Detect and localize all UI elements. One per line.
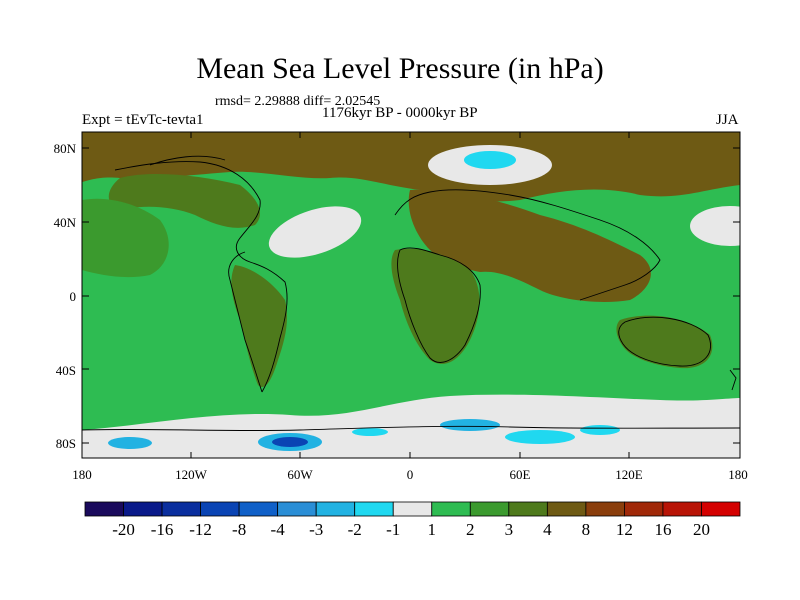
- lon-label-120w: 120W: [175, 467, 207, 482]
- colorbar-swatch: [662, 501, 702, 517]
- lat-label-40s: 40S: [55, 363, 76, 378]
- colorbar-swatch: [84, 501, 124, 517]
- stats-text: rmsd= 2.29888 diff= 2.02545: [215, 94, 381, 109]
- colorbar-label: 2: [466, 520, 475, 539]
- field-africa: [391, 248, 480, 364]
- colorbar-swatch: [508, 501, 548, 517]
- lon-label-180e: 180: [728, 467, 748, 482]
- colorbar-swatch: [315, 501, 356, 517]
- colorbar-swatch: [624, 501, 664, 517]
- experiment-label: Expt = tEvTc-tevta1: [82, 112, 204, 128]
- colorbar-label: 4: [543, 520, 552, 539]
- colorbar-swatch: [585, 501, 625, 517]
- lat-label-40n: 40N: [53, 215, 76, 230]
- field-cyan-patch-6: [352, 428, 388, 436]
- field-cyan-patch-1: [108, 437, 152, 449]
- season-label: JJA: [716, 112, 739, 128]
- colorbar-swatch: [701, 501, 741, 517]
- field-antarctic: [82, 394, 740, 458]
- colorbar-label: 12: [616, 520, 633, 539]
- field-eurasia-high: [408, 189, 651, 302]
- colorbar-swatch: [200, 501, 240, 517]
- colorbar-label: -8: [232, 520, 246, 539]
- field-australia: [616, 315, 713, 369]
- colorbar-label: 3: [505, 520, 514, 539]
- colorbar-label: -2: [348, 520, 362, 539]
- lon-label-60e: 60E: [509, 467, 531, 482]
- colorbar-swatch: [469, 501, 510, 517]
- colorbar-swatch: [161, 501, 201, 517]
- chart-title: Mean Sea Level Pressure (in hPa): [196, 52, 604, 85]
- colorbar-label: -4: [271, 520, 286, 539]
- colorbar-label: -16: [151, 520, 174, 539]
- field-blue-core: [272, 437, 308, 447]
- map-plot: [82, 132, 740, 458]
- field-cyan-patch-3: [440, 419, 500, 431]
- field-north-pacific: [82, 198, 169, 278]
- colorbar-swatch: [431, 501, 471, 517]
- colorbar-label: -20: [112, 520, 135, 539]
- period-label: 1176kyr BP - 0000kyr BP: [322, 105, 478, 121]
- colorbar-swatch: [546, 501, 587, 517]
- colorbar-label: 8: [582, 520, 591, 539]
- field-pacific-low: [690, 206, 740, 246]
- field-atlantic-low: [268, 206, 362, 258]
- colorbar-label: -12: [189, 520, 212, 539]
- lon-label-120e: 120E: [615, 467, 643, 482]
- lon-label-180w: 180: [72, 467, 92, 482]
- lat-label-0: 0: [69, 289, 77, 304]
- lat-label-80s: 80S: [55, 436, 76, 451]
- colorbar-swatch: [392, 501, 433, 517]
- colorbar-swatch: [277, 501, 317, 517]
- field-arctic-high: [82, 132, 740, 202]
- field-cyan-patch-4: [505, 430, 575, 444]
- colorbar-swatch: [123, 501, 163, 517]
- colorbar-swatch: [354, 501, 394, 517]
- field-cyan-patch-5: [580, 425, 620, 435]
- colorbar: -20 -16 -12 -8 -4 -3 -2 -1 1 2 3 4 8 12 16 20: [84, 501, 741, 539]
- field-south-america: [231, 265, 288, 388]
- axis-ticks: [81, 132, 741, 458]
- field-north-america: [108, 174, 260, 228]
- colorbar-swatch: [238, 501, 279, 517]
- colorbar-label: 1: [428, 520, 437, 539]
- lon-label-60w: 60W: [287, 467, 313, 482]
- lon-label-0: 0: [406, 467, 414, 482]
- colorbar-label: 16: [654, 520, 671, 539]
- lat-label-80n: 80N: [53, 141, 76, 156]
- coastlines: [82, 155, 740, 432]
- map-frame: [81, 131, 741, 459]
- colorbar-label: -1: [386, 520, 400, 539]
- colorbar-label: 20: [693, 520, 710, 539]
- field-arctic-cyan: [464, 151, 516, 169]
- colorbar-label: -3: [309, 520, 323, 539]
